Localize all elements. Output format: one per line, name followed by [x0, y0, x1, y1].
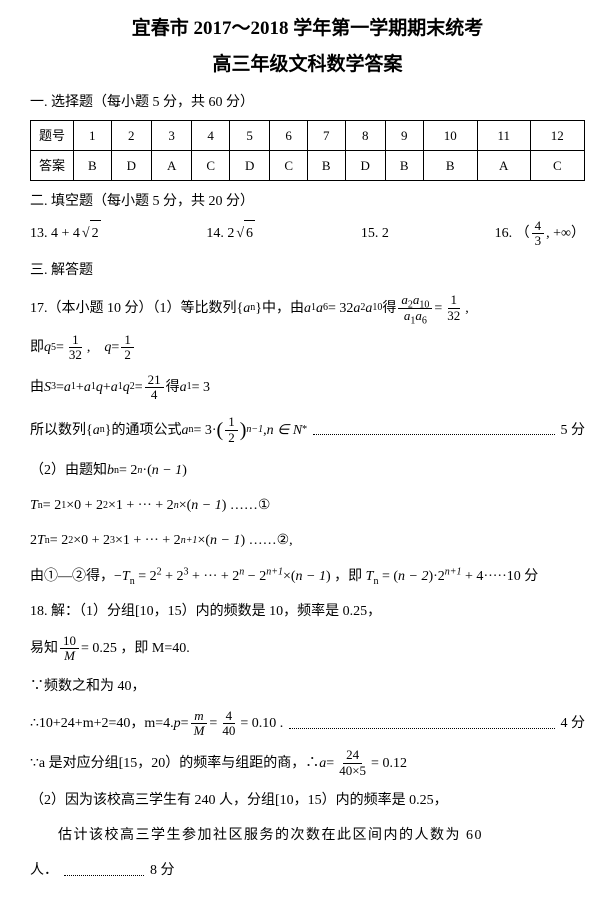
row-label: 题号	[31, 120, 74, 150]
q18-line2: 易知 10M = 0.25 ，即 M=40.	[30, 634, 585, 664]
q18-line3: ∵频数之和为 40，	[30, 674, 585, 699]
q15: 15. 2	[361, 221, 389, 246]
cell: 9	[385, 120, 423, 150]
q18-line8: 人． 8 分	[30, 858, 585, 883]
cell: 10	[423, 120, 477, 150]
cell: D	[111, 150, 151, 180]
cell: 8	[345, 120, 385, 150]
q17-line4: 所以数列{ an }的通项公式 an = 3· (12)n−1 , n ∈ N*…	[30, 412, 585, 448]
q17-line2: 即 q5 = 132 , q = 12	[30, 333, 585, 363]
cell: D	[345, 150, 385, 180]
dots-leader	[289, 718, 554, 729]
cell: 1	[74, 120, 112, 150]
q18-line7: 估计该校高三学生参加社区服务的次数在此区间内的人数为 60	[30, 823, 585, 848]
cell: 3	[151, 120, 191, 150]
fill-blank-row: 13. 4 + 42 14. 26 15. 2 16. （43, +∞）	[30, 219, 585, 249]
answer-table: 题号 1 2 3 4 5 6 7 8 9 10 11 12 答案 B D A C…	[30, 120, 585, 182]
q18-line5: ∵a 是对应分组[15，20）的频率与组距的商，∴ a = 2440×5 = 0…	[30, 748, 585, 778]
cell: D	[229, 150, 269, 180]
cell: 5	[229, 120, 269, 150]
cell: C	[192, 150, 230, 180]
q18-line4: ∴10+24+m+2=40，m=4. p = mM = 440 = 0.10 .…	[30, 709, 585, 739]
q17-line1: 17.（本小题 10 分）（1）等比数列{ an }中，由 a1a6 = 32 …	[30, 293, 585, 323]
section-3-heading: 三. 解答题	[30, 258, 585, 283]
cell: A	[477, 150, 530, 180]
q14: 14. 26	[206, 220, 255, 246]
cell: 7	[307, 120, 345, 150]
cell: C	[270, 150, 308, 180]
q17-line3: 由 S3 = a1 + a1q + a1q2 = 214 得 a1 = 3	[30, 373, 585, 403]
q17-line6: Tn = 21×0 + 22×1 + ··· + 2n×(n − 1) ……①	[30, 493, 585, 518]
q18-line6: （2）因为该校高三学生有 240 人，分组[10，15）内的频率是 0.25，	[30, 788, 585, 813]
row-label: 答案	[31, 150, 74, 180]
score-label: 4 分	[561, 711, 586, 736]
doc-title-1: 宜春市 2017～2018 学年第一学期期末统考	[30, 12, 585, 46]
cell: B	[385, 150, 423, 180]
q17-line7: 2Tn = 22×0 + 23×1 + ··· + 2n+1×(n − 1) ……	[30, 528, 585, 553]
dots-leader	[313, 425, 554, 436]
cell: 11	[477, 120, 530, 150]
q16: 16. （43, +∞）	[495, 219, 585, 249]
doc-title-2: 高三年级文科数学答案	[30, 48, 585, 82]
q13: 13. 4 + 42	[30, 220, 101, 246]
cell: A	[151, 150, 191, 180]
cell: 2	[111, 120, 151, 150]
score-label: 10 分	[507, 564, 539, 589]
cell: 12	[530, 120, 584, 150]
cell: C	[530, 150, 584, 180]
q17-line8: 由①—②得，−Tn = 22 + 23 + ··· + 2n − 2n+1×(n…	[30, 564, 585, 589]
q18-line1: 18. 解：（1）分组[10，15）内的频数是 10，频率是 0.25，	[30, 599, 585, 624]
q17-line5: （2）由题知 bn = 2n ·(n − 1)	[30, 458, 585, 483]
cell: B	[74, 150, 112, 180]
score-label: 5 分	[561, 418, 586, 443]
cell: B	[307, 150, 345, 180]
cell: B	[423, 150, 477, 180]
dots-leader	[64, 866, 144, 877]
cell: 4	[192, 120, 230, 150]
section-2-heading: 二. 填空题（每小题 5 分，共 20 分）	[30, 189, 585, 214]
table-row: 答案 B D A C D C B D B B A C	[31, 150, 585, 180]
table-row: 题号 1 2 3 4 5 6 7 8 9 10 11 12	[31, 120, 585, 150]
score-label: 8 分	[150, 858, 175, 883]
cell: 6	[270, 120, 308, 150]
section-1-heading: 一. 选择题（每小题 5 分，共 60 分）	[30, 90, 585, 115]
